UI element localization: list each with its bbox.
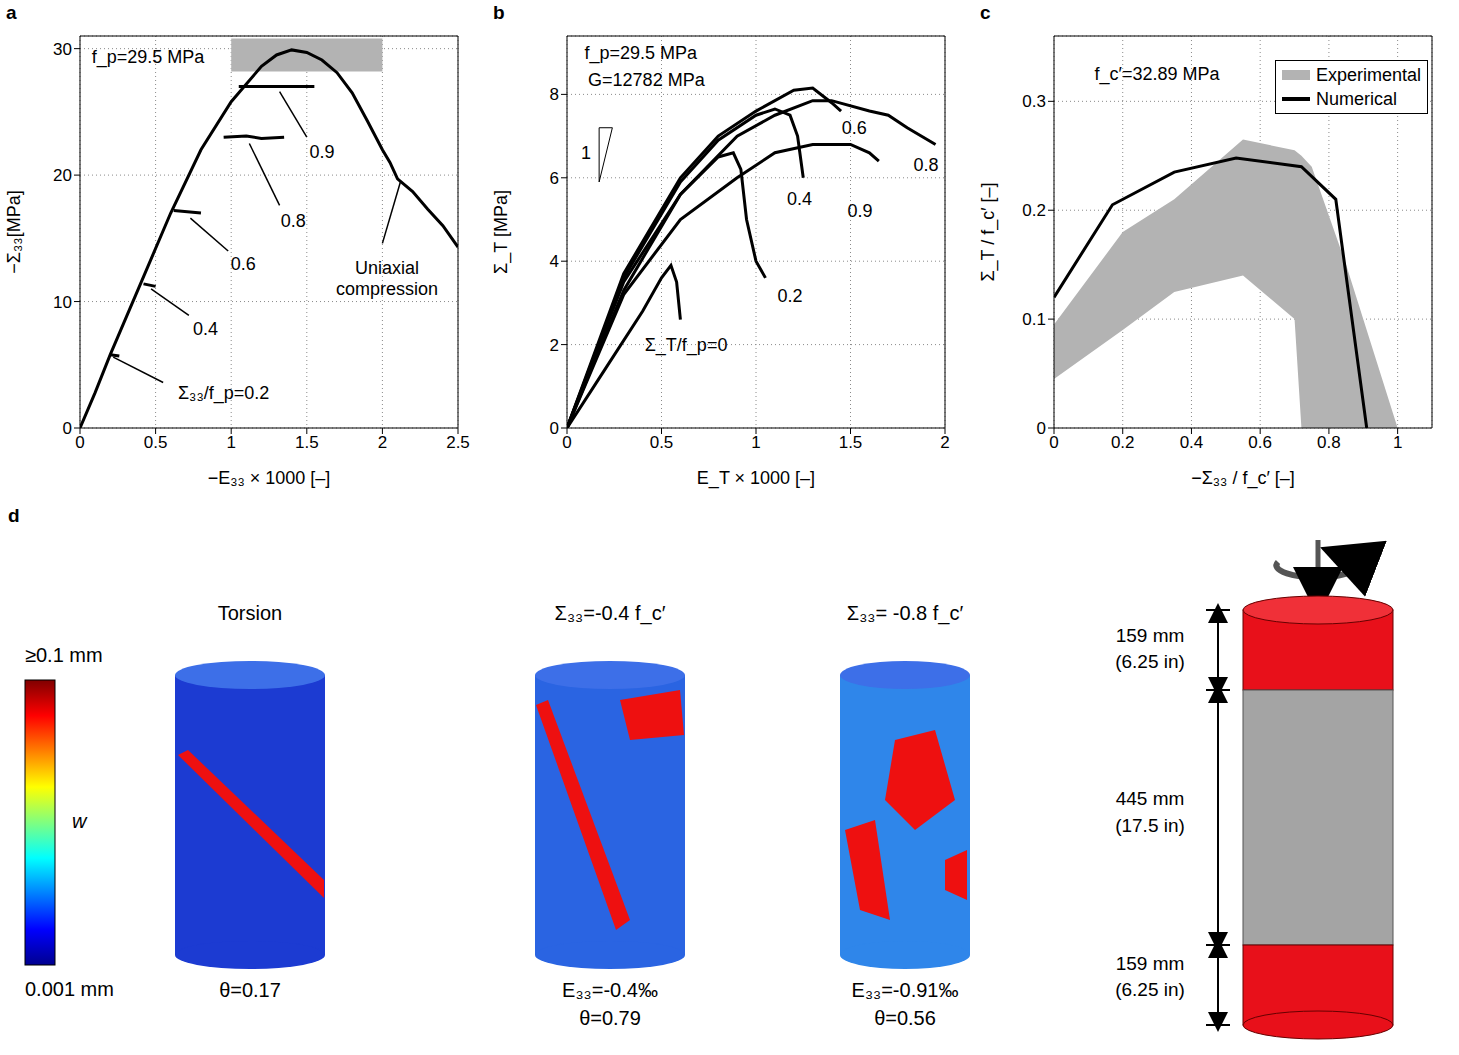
html-text:Numerical: Numerical bbox=[1316, 88, 1397, 109]
svg-text:0.3: 0.3 bbox=[1022, 92, 1046, 111]
svg-text:Σ₃₃=-0.4 f_c′: Σ₃₃=-0.4 f_c′ bbox=[555, 602, 666, 625]
svg-text:0: 0 bbox=[550, 419, 559, 438]
svg-text:10: 10 bbox=[53, 293, 72, 312]
svg-text:≥0.1 mm: ≥0.1 mm bbox=[25, 644, 103, 666]
svg-text:(6.25 in): (6.25 in) bbox=[1115, 979, 1185, 1000]
svg-text:0.2: 0.2 bbox=[1022, 201, 1046, 220]
svg-text:0.2: 0.2 bbox=[778, 286, 803, 306]
svg-text:0.9: 0.9 bbox=[309, 142, 334, 162]
svg-text:−Σ₃₃[MPa]: −Σ₃₃[MPa] bbox=[4, 190, 24, 273]
svg-text:Σ_T / f_c′ [–]: Σ_T / f_c′ [–] bbox=[978, 182, 999, 281]
svg-text:30: 30 bbox=[53, 40, 72, 59]
svg-text:0.4: 0.4 bbox=[1180, 433, 1204, 452]
svg-text:0.2: 0.2 bbox=[1111, 433, 1135, 452]
svg-text:2: 2 bbox=[940, 433, 949, 452]
html-text:Experimental: Experimental bbox=[1316, 64, 1421, 85]
svg-text:0.001 mm: 0.001 mm bbox=[25, 978, 114, 1000]
svg-text:f_p=29.5 MPa: f_p=29.5 MPa bbox=[92, 47, 206, 68]
svg-text:G=12782 MPa: G=12782 MPa bbox=[588, 70, 706, 90]
svg-text:0.1: 0.1 bbox=[1022, 310, 1046, 329]
svg-text:0.8: 0.8 bbox=[1317, 433, 1341, 452]
svg-text:0: 0 bbox=[1037, 419, 1046, 438]
svg-text:8: 8 bbox=[550, 85, 559, 104]
svg-text:(6.25 in): (6.25 in) bbox=[1115, 651, 1185, 672]
svg-text:Σ₃₃/f_p=0.2: Σ₃₃/f_p=0.2 bbox=[178, 383, 269, 404]
svg-text:445 mm: 445 mm bbox=[1116, 788, 1185, 809]
svg-text:0.5: 0.5 bbox=[650, 433, 674, 452]
svg-text:f_p=29.5 MPa: f_p=29.5 MPa bbox=[584, 43, 698, 64]
svg-text:4: 4 bbox=[550, 252, 559, 271]
svg-text:0.4: 0.4 bbox=[193, 319, 218, 339]
svg-text:θ=0.79: θ=0.79 bbox=[579, 1007, 641, 1029]
svg-text:Torsion: Torsion bbox=[218, 602, 282, 624]
svg-text:0.6: 0.6 bbox=[842, 118, 867, 138]
svg-text:E₃₃=-0.4‰: E₃₃=-0.4‰ bbox=[562, 979, 658, 1001]
svg-text:Σ₃₃= -0.8 f_c′: Σ₃₃= -0.8 f_c′ bbox=[847, 602, 964, 625]
svg-text:2: 2 bbox=[378, 433, 387, 452]
svg-text:0.8: 0.8 bbox=[281, 211, 306, 231]
svg-text:Σ_T [MPa]: Σ_T [MPa] bbox=[491, 190, 512, 274]
svg-text:θ=0.56: θ=0.56 bbox=[874, 1007, 936, 1029]
html-text:a: a bbox=[6, 2, 17, 23]
svg-text:1: 1 bbox=[751, 433, 760, 452]
svg-text:−Σ₃₃ / f_c′ [–]: −Σ₃₃ / f_c′ [–] bbox=[1191, 468, 1295, 489]
svg-text:2.5: 2.5 bbox=[446, 433, 470, 452]
svg-text:0.9: 0.9 bbox=[847, 201, 872, 221]
svg-text:0: 0 bbox=[63, 419, 72, 438]
svg-text:0: 0 bbox=[75, 433, 84, 452]
svg-text:0.4: 0.4 bbox=[787, 189, 812, 209]
svg-text:159 mm: 159 mm bbox=[1116, 953, 1185, 974]
svg-text:1.5: 1.5 bbox=[839, 433, 863, 452]
svg-text:2: 2 bbox=[550, 336, 559, 355]
html-text:b: b bbox=[493, 2, 505, 23]
svg-text:f_c′=32.89 MPa: f_c′=32.89 MPa bbox=[1095, 64, 1221, 85]
svg-text:1: 1 bbox=[1393, 433, 1402, 452]
svg-text:159 mm: 159 mm bbox=[1116, 625, 1185, 646]
svg-text:E₃₃=-0.91‰: E₃₃=-0.91‰ bbox=[852, 979, 959, 1001]
svg-text:Uniaxialcompression: Uniaxialcompression bbox=[336, 258, 438, 299]
svg-text:d: d bbox=[8, 505, 20, 526]
svg-text:0.6: 0.6 bbox=[1248, 433, 1272, 452]
svg-text:1: 1 bbox=[581, 143, 591, 163]
svg-text:0.6: 0.6 bbox=[231, 254, 256, 274]
svg-text:6: 6 bbox=[550, 169, 559, 188]
svg-text:w: w bbox=[72, 810, 88, 832]
svg-text:1: 1 bbox=[226, 433, 235, 452]
html-text:c: c bbox=[980, 2, 991, 23]
svg-text:20: 20 bbox=[53, 166, 72, 185]
svg-text:E_T × 1000 [–]: E_T × 1000 [–] bbox=[697, 468, 815, 489]
svg-text:(17.5 in): (17.5 in) bbox=[1115, 815, 1185, 836]
svg-text:0.8: 0.8 bbox=[914, 155, 939, 175]
svg-text:0: 0 bbox=[1049, 433, 1058, 452]
svg-text:−E₃₃ × 1000 [–]: −E₃₃ × 1000 [–] bbox=[208, 468, 331, 488]
svg-text:Σ_T/f_p=0: Σ_T/f_p=0 bbox=[645, 335, 728, 356]
svg-text:1.5: 1.5 bbox=[295, 433, 319, 452]
svg-text:θ=0.17: θ=0.17 bbox=[219, 979, 281, 1001]
svg-text:0: 0 bbox=[562, 433, 571, 452]
svg-text:0.5: 0.5 bbox=[144, 433, 168, 452]
